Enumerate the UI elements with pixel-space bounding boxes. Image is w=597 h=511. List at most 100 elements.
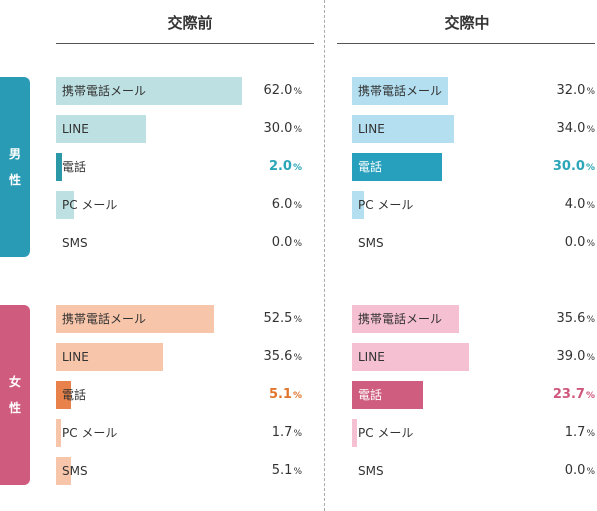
value-label: 62.0% — [242, 77, 302, 106]
category-label: 携帯電話メール — [358, 84, 443, 98]
side-tab-char: 性 — [9, 173, 22, 187]
bar — [56, 115, 146, 143]
value-unit: % — [586, 353, 595, 363]
value-unit: % — [586, 125, 595, 135]
category-label: SMS — [62, 236, 88, 250]
value-number: 4.0 — [564, 197, 586, 212]
value-label: 34.0% — [535, 115, 595, 144]
category-label: SMS — [358, 236, 384, 250]
bar — [56, 457, 72, 485]
value-label: 0.0% — [242, 229, 302, 258]
side-tab-char: 男 — [9, 147, 22, 161]
value-label: 23.7% — [535, 381, 595, 410]
value-unit: % — [293, 87, 302, 97]
bar — [56, 305, 214, 333]
category-label: SMS — [62, 464, 88, 478]
value-unit: % — [292, 163, 302, 173]
category-label: LINE — [358, 122, 385, 136]
value-number: 23.7 — [552, 387, 585, 402]
side-tab-female: 女性 — [0, 305, 30, 485]
value-unit: % — [293, 353, 302, 363]
value-label: 35.6% — [242, 343, 302, 372]
value-label: 6.0% — [242, 191, 302, 220]
category-label: 携帯電話メール — [62, 312, 147, 326]
bar — [352, 115, 454, 143]
value-unit: % — [586, 315, 595, 325]
value-number: 30.0 — [552, 159, 585, 174]
value-number: 6.0 — [271, 197, 293, 212]
value-unit: % — [586, 201, 595, 211]
value-number: 39.0 — [556, 349, 586, 364]
bar — [56, 77, 242, 105]
bar — [352, 419, 358, 447]
bar — [352, 305, 459, 333]
value-label: 35.6% — [535, 305, 595, 334]
bar — [352, 153, 442, 181]
category-label: PC メール — [358, 426, 414, 440]
value-number: 5.1 — [268, 387, 292, 402]
value-unit: % — [293, 125, 302, 135]
value-number: 0.0 — [271, 235, 293, 250]
value-label: 5.1% — [242, 457, 302, 486]
panel-title: 交際中 — [444, 14, 490, 32]
category-label: 電話 — [358, 388, 383, 402]
value-unit: % — [293, 467, 302, 477]
value-label: 30.0% — [535, 153, 595, 182]
value-label: 30.0% — [242, 115, 302, 144]
value-number: 62.0 — [263, 83, 293, 98]
value-number: 34.0 — [556, 121, 586, 136]
value-label: 32.0% — [535, 77, 595, 106]
value-label: 5.1% — [242, 381, 302, 410]
value-unit: % — [293, 429, 302, 439]
value-label: 4.0% — [535, 191, 595, 220]
bar — [352, 381, 424, 409]
value-number: 0.0 — [564, 463, 586, 478]
category-label: LINE — [62, 122, 89, 136]
value-unit: % — [586, 429, 595, 439]
value-label: 39.0% — [535, 343, 595, 372]
value-label: 0.0% — [535, 229, 595, 258]
category-label: 携帯電話メール — [62, 84, 147, 98]
category-label: 電話 — [358, 160, 383, 174]
category-label: PC メール — [62, 426, 118, 440]
panel-divider — [324, 0, 325, 511]
value-label: 52.5% — [242, 305, 302, 334]
value-label: 0.0% — [535, 457, 595, 486]
bar — [56, 191, 74, 219]
category-label: PC メール — [358, 198, 414, 212]
value-unit: % — [293, 201, 302, 211]
bar — [56, 381, 72, 409]
category-label: 電話 — [62, 160, 87, 174]
value-number: 5.1 — [271, 463, 293, 478]
category-label: SMS — [358, 464, 384, 478]
bar — [56, 343, 163, 371]
value-number: 32.0 — [556, 83, 586, 98]
side-tab-char: 性 — [9, 401, 22, 415]
side-tab-male: 男性 — [0, 77, 30, 257]
value-unit: % — [293, 239, 302, 249]
category-label: LINE — [358, 350, 385, 364]
value-unit: % — [586, 87, 595, 97]
category-label: 携帯電話メール — [358, 312, 443, 326]
value-number: 35.6 — [556, 311, 586, 326]
category-label: PC メール — [62, 198, 118, 212]
value-number: 2.0 — [268, 159, 292, 174]
value-label: 2.0% — [242, 153, 302, 182]
value-unit: % — [586, 239, 595, 249]
value-label: 1.7% — [242, 419, 302, 448]
bar — [56, 419, 62, 447]
value-unit: % — [585, 391, 595, 401]
category-label: 電話 — [62, 388, 87, 402]
value-number: 0.0 — [564, 235, 586, 250]
value-unit: % — [586, 467, 595, 477]
value-number: 52.5 — [263, 311, 293, 326]
value-number: 30.0 — [263, 121, 293, 136]
category-label: LINE — [62, 350, 89, 364]
value-number: 1.7 — [271, 425, 293, 440]
value-number: 1.7 — [564, 425, 586, 440]
bar — [56, 153, 62, 181]
panel-title: 交際前 — [167, 14, 213, 32]
value-number: 35.6 — [263, 349, 293, 364]
value-unit: % — [293, 315, 302, 325]
bar — [352, 343, 469, 371]
